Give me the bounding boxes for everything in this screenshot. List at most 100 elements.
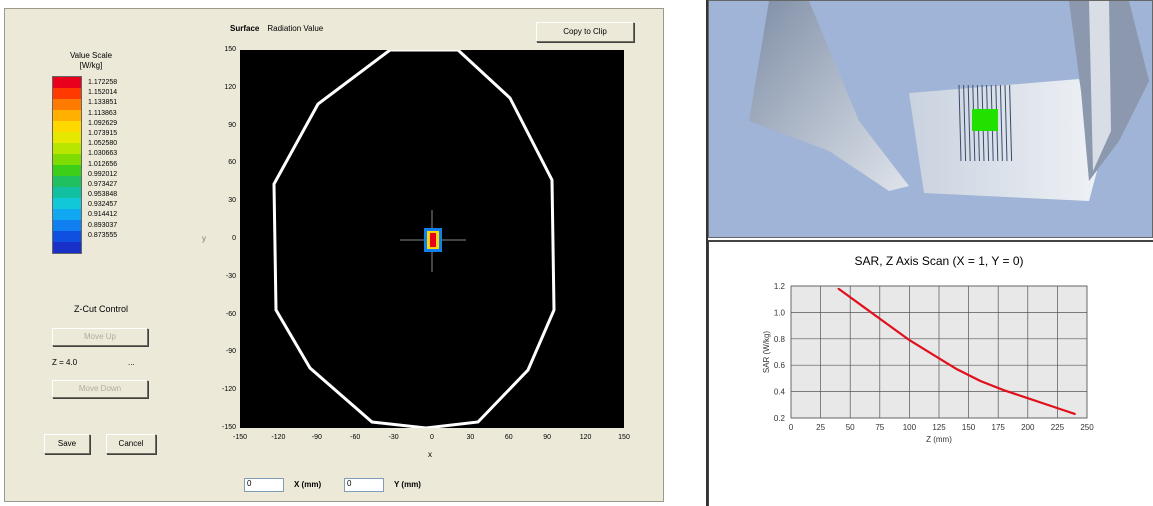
plot-title-bold: Surface xyxy=(230,24,260,33)
color-scale-value: 1.133851 xyxy=(88,99,118,107)
chart-data-point xyxy=(1074,413,1076,415)
color-scale-swatch xyxy=(53,121,81,132)
color-scale-swatch xyxy=(53,176,81,187)
color-scale-swatch xyxy=(53,209,81,220)
phantom-right-column xyxy=(1089,1,1111,171)
plot-x-tick: -60 xyxy=(350,434,361,441)
z-scan-chart-panel: SAR, Z Axis Scan (X = 1, Y = 0) 0 25 50 75 1… xyxy=(708,240,1153,506)
plot-y-label: y xyxy=(202,234,206,243)
chart-x-tick: 225 xyxy=(1051,423,1065,432)
hotspot-core xyxy=(430,233,436,247)
plot-y-tick: -60 xyxy=(225,310,236,318)
cancel-button[interactable]: Cancel xyxy=(106,434,156,454)
color-scale-swatch xyxy=(53,220,81,231)
color-scale-value: 1.030663 xyxy=(88,150,118,158)
plot-x-tick: 90 xyxy=(543,434,552,441)
color-scale-swatch xyxy=(53,187,81,198)
plot-x-label: x xyxy=(428,450,432,459)
y-position-field[interactable]: 0 xyxy=(344,478,384,492)
chart-data-point xyxy=(932,353,934,356)
plot-y-tick: -120 xyxy=(221,386,236,394)
plot-y-tick: 150 xyxy=(224,46,236,53)
chart-x-tick: 0 xyxy=(789,423,794,432)
chart-y-tick: 1.0 xyxy=(774,308,786,317)
chart-data-point xyxy=(955,368,958,370)
phantom-body xyxy=(909,79,1097,201)
chart-x-label: Z (mm) xyxy=(926,435,952,444)
phantom-3d-svg xyxy=(749,1,1149,201)
plot-y-tick: 0 xyxy=(232,235,236,242)
chart-y-tick: 0.6 xyxy=(774,361,786,370)
color-scale-swatch xyxy=(53,242,81,253)
chart-x-tick: 150 xyxy=(962,423,976,432)
chart-x-tick: 100 xyxy=(903,423,917,432)
phantom-left-wall xyxy=(749,1,909,191)
scan-grid-line xyxy=(999,84,1003,162)
chart-y-tick: 0.8 xyxy=(774,335,786,344)
color-scale-value: 1.113863 xyxy=(88,109,117,117)
plot-y-tick: 90 xyxy=(228,121,236,129)
plot-x-tick: -120 xyxy=(271,434,286,441)
plot-x-tick: 150 xyxy=(618,434,630,441)
z-options-button[interactable]: ... xyxy=(128,358,135,367)
plot-x-tick: -90 xyxy=(311,434,322,441)
x-position-field[interactable]: 0 xyxy=(244,478,284,492)
chart-x-tick: 200 xyxy=(1021,423,1035,432)
chart-x-tick: 250 xyxy=(1080,423,1094,432)
chart-x-tick: 50 xyxy=(846,423,855,432)
chart-y-tick: 0.2 xyxy=(774,414,786,423)
legend-unit: [W/kg] xyxy=(79,61,103,70)
color-scale-swatch xyxy=(53,110,81,121)
color-scale-swatch xyxy=(53,165,81,176)
chart-x-tick: 125 xyxy=(932,423,946,432)
chart-y-label: SAR (W/kg) xyxy=(762,331,771,374)
phantom-3d-view[interactable] xyxy=(708,0,1153,238)
chart-title: SAR, Z Axis Scan (X = 1, Y = 0) xyxy=(854,254,1024,268)
save-button[interactable]: Save xyxy=(44,434,90,454)
plot-y-tick: 60 xyxy=(228,159,236,167)
chart-y-tick: 1.2 xyxy=(774,282,786,291)
plot-x-tick: 30 xyxy=(466,434,475,441)
chart-y-tick: 0.4 xyxy=(774,388,786,397)
chart-data-point xyxy=(1003,389,1005,392)
plot-x-tick: 120 xyxy=(579,434,592,441)
scan-grid-line xyxy=(963,84,967,162)
hotspot xyxy=(972,109,998,131)
scan-grid-line xyxy=(1009,84,1013,162)
move-down-button[interactable]: Move Down xyxy=(52,380,148,398)
color-scale-swatch xyxy=(53,132,81,143)
x-field-label: X (mm) xyxy=(294,480,322,489)
phantom-outline xyxy=(272,48,556,430)
chart-data-point xyxy=(861,305,863,307)
plot-y-tick: 120 xyxy=(224,83,236,91)
plot-y-tick: 30 xyxy=(228,197,236,205)
color-scale-swatch xyxy=(53,77,81,88)
chart-data-point xyxy=(1027,397,1029,399)
legend-title-line1: Value Scale xyxy=(69,51,113,60)
chart-data-point xyxy=(837,287,840,290)
plot-title-rest: Radiation Value xyxy=(267,24,324,33)
color-scale-value: 1.152014 xyxy=(88,89,118,97)
surface-plot-svg xyxy=(272,48,556,430)
y-field-label: Y (mm) xyxy=(394,480,421,489)
scan-grid-line xyxy=(958,84,962,162)
plot-x-tick: 60 xyxy=(504,434,513,441)
color-scale-swatch xyxy=(53,99,81,110)
plot-y-tick: -30 xyxy=(225,272,236,280)
move-up-button[interactable]: Move Up xyxy=(52,328,148,346)
chart-data-point xyxy=(979,380,982,382)
copy-to-clip-button[interactable]: Copy to Clip xyxy=(536,22,634,42)
plot-y-tick: -90 xyxy=(225,348,236,356)
z-value: Z = 4.0 xyxy=(52,358,78,367)
panel-divider xyxy=(706,0,708,506)
color-scale-value: 0.953848 xyxy=(88,191,118,199)
color-scale-value: 1.012656 xyxy=(88,160,118,168)
plot-x-tick: -30 xyxy=(388,434,399,441)
color-scale-value: 0.914412 xyxy=(88,211,118,219)
color-scale-value: 0.992012 xyxy=(88,170,118,178)
scan-grid-line xyxy=(967,84,971,162)
color-scale-values: 1.172258 1.152014 1.133851 1.113863 1.092629… xyxy=(88,78,148,241)
plot-x-tick: 0 xyxy=(430,434,434,441)
color-scale-value: 1.092629 xyxy=(88,119,118,127)
